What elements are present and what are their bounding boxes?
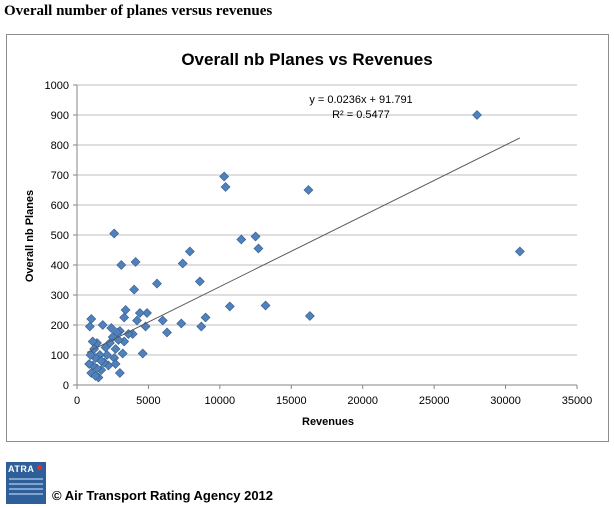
data-point [184,246,195,257]
data-point [177,258,188,269]
data-point [196,321,207,332]
data-point [224,301,235,312]
y-tick-label: 1000 [45,80,69,92]
y-axis-ticks: 0 100 200 300 400 500 600 700 800 900 1000 [45,80,77,392]
chart-frame: Overall nb Planes vs Revenues 0 100 200 300… [6,34,609,442]
x-tick-label: 35000 [562,395,593,407]
data-point [114,368,125,378]
y-axis-label: Overall nb Planes [24,190,36,282]
data-point [110,359,121,369]
data-point [102,350,112,360]
data-point [84,321,95,332]
y-tick-label: 800 [51,140,69,152]
trendline [86,137,521,353]
x-tick-label: 10000 [205,395,236,407]
data-point [137,348,148,359]
atra-logo: ATRA [6,462,46,504]
data-points [84,110,525,383]
data-point [194,276,205,287]
y-tick-label: 100 [51,350,69,362]
data-point [157,315,168,326]
data-point [472,110,482,120]
y-tick-label: 200 [51,320,69,332]
data-point [120,305,131,315]
data-point [250,231,261,242]
trendline-equation: y = 0.0236x + 91.791 [309,94,412,106]
data-point [90,371,101,381]
chart-title: Overall nb Planes vs Revenues [181,50,432,69]
y-tick-label: 0 [63,380,69,392]
data-point [236,234,247,245]
data-point [303,185,314,195]
x-axis-ticks: 0 5000 10000 15000 20000 25000 30000 35000 [74,385,592,407]
trendline-r-squared: R² = 0.5477 [332,109,390,121]
data-point [116,260,127,270]
copyright-text: © Air Transport Rating Agency 2012 [52,488,274,503]
data-point [87,336,98,347]
data-point [152,278,162,289]
data-point [106,323,117,333]
data-point [117,348,128,359]
y-tick-label: 400 [51,260,69,272]
data-point [219,171,230,182]
logo-dot-icon [37,465,42,470]
logo-text: ATRA [8,464,35,474]
data-point [176,318,187,329]
gridlines [77,84,577,356]
data-point [97,320,108,330]
data-point [130,257,141,267]
logo-stripes-icon [9,478,43,498]
x-tick-label: 0 [74,395,80,407]
data-point [123,329,134,339]
data-point [142,308,152,318]
x-tick-label: 5000 [136,395,160,407]
data-point [134,308,145,318]
x-tick-label: 25000 [419,395,450,407]
data-point [84,359,95,369]
data-point [514,246,525,257]
data-point [253,243,264,254]
data-point [109,228,120,239]
data-point [100,342,111,353]
data-point [220,182,231,192]
data-point [85,350,96,360]
data-point [110,344,121,354]
data-point [200,312,211,323]
x-tick-label: 15000 [276,395,307,407]
data-point [129,284,140,295]
data-point [119,312,130,323]
footer: ATRA © Air Transport Rating Agency 2012 [6,462,606,506]
y-tick-label: 500 [51,230,69,242]
x-tick-label: 20000 [347,395,378,407]
page-title: Overall number of planes versus revenues [4,3,273,19]
x-axis-label: Revenues [302,416,354,428]
data-point [162,327,172,338]
data-point [304,311,315,321]
y-tick-label: 900 [51,110,69,122]
scatter-chart: Overall nb Planes vs Revenues 0 100 200 300… [24,50,592,428]
y-tick-label: 600 [51,200,69,212]
x-tick-label: 30000 [490,395,521,407]
y-tick-label: 300 [51,290,69,302]
y-tick-label: 700 [51,170,69,182]
data-point [86,314,97,324]
data-point [132,315,142,326]
data-point [96,356,107,366]
data-point [260,300,271,311]
